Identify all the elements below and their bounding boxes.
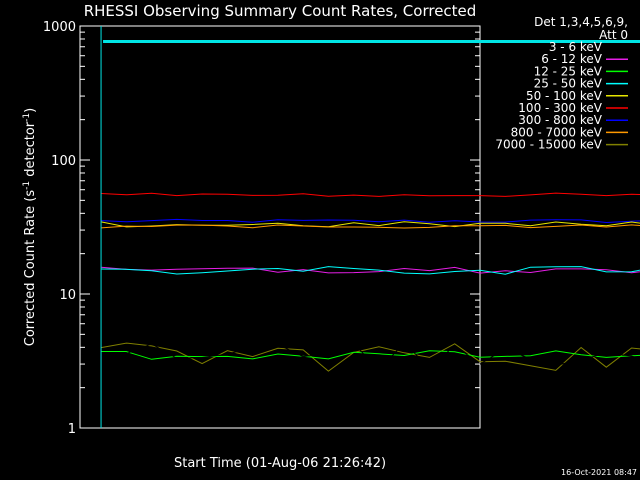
y-axis-label-sup2: -1 [22,113,32,122]
y-axis-label-mid: detector [23,121,38,181]
x-axis-label: Start Time (01-Aug-06 21:26:42) [174,456,386,471]
y-tick-label: 100 [51,154,76,169]
y-tick-label: 1000 [43,20,76,35]
legend-label: 12 - 25 keV [534,64,603,78]
y-tick-label: 10 [59,288,76,303]
axes-layer: 110100100021:3021:4522:0022:1522:3022:45… [43,20,480,437]
chart-title: RHESSI Observing Summary Count Rates, Co… [84,2,477,20]
series-line [101,342,640,372]
legend-label: 300 - 800 keV [518,113,602,127]
y-axis-label-main: Corrected Count Rate (s [23,190,38,347]
series-line [101,266,640,274]
series-layer [100,192,640,372]
y-axis-label-end: ) [23,108,38,113]
series-line [101,218,640,224]
y-tick-label: 1 [68,422,76,437]
legend-label: 100 - 300 keV [518,101,602,115]
legend-label: 7000 - 15000 keV [495,138,602,152]
y-axis-label-sup1: -1 [22,181,32,190]
legend-label: 6 - 12 keV [541,52,603,66]
marker-layer: N [100,26,640,428]
series-line [100,341,640,372]
legend-label: 3 - 6 keV [549,40,603,54]
plot-area [79,25,481,429]
legend-header-2: Att 0 [599,28,628,42]
timestamp: 16-Oct-2021 08:47 [561,468,637,477]
plot-border [79,25,481,429]
legend-label: 25 - 50 keV [534,77,603,91]
y-axis-label: Corrected Count Rate (s-1 detector-1) [22,108,38,346]
night-bar-1 [103,40,640,43]
legend-label: 800 - 7000 keV [511,125,603,139]
legend-label: 50 - 100 keV [526,89,603,103]
legend-header-1: Det 1,3,4,5,6,9, [534,15,628,29]
